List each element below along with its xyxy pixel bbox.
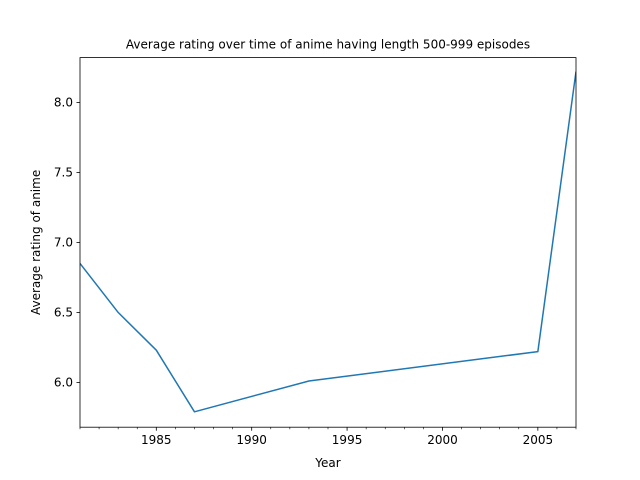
y-tick-label: 6.5 [54, 306, 73, 320]
y-tick-label: 8.0 [54, 96, 73, 110]
x-tick-label: 1990 [236, 433, 267, 447]
y-axis: 6.0 6.5 7.0 7.5 8.0 [54, 96, 80, 390]
x-tick-label: 1995 [332, 433, 363, 447]
x-tick-label: 1985 [141, 433, 172, 447]
x-axis: 1985 1990 1995 2000 2005 [79, 427, 577, 447]
y-axis-label: Average rating of anime [29, 170, 43, 315]
y-tick-label: 7.0 [54, 236, 73, 250]
series-line-0 [80, 71, 576, 413]
x-tick-label: 2005 [523, 433, 554, 447]
y-tick-label: 6.0 [54, 376, 73, 390]
x-axis-label: Year [314, 456, 340, 470]
x-tick-label: 2000 [427, 433, 458, 447]
chart-title: Average rating over time of anime having… [126, 38, 530, 52]
y-tick-label: 7.5 [54, 166, 73, 180]
